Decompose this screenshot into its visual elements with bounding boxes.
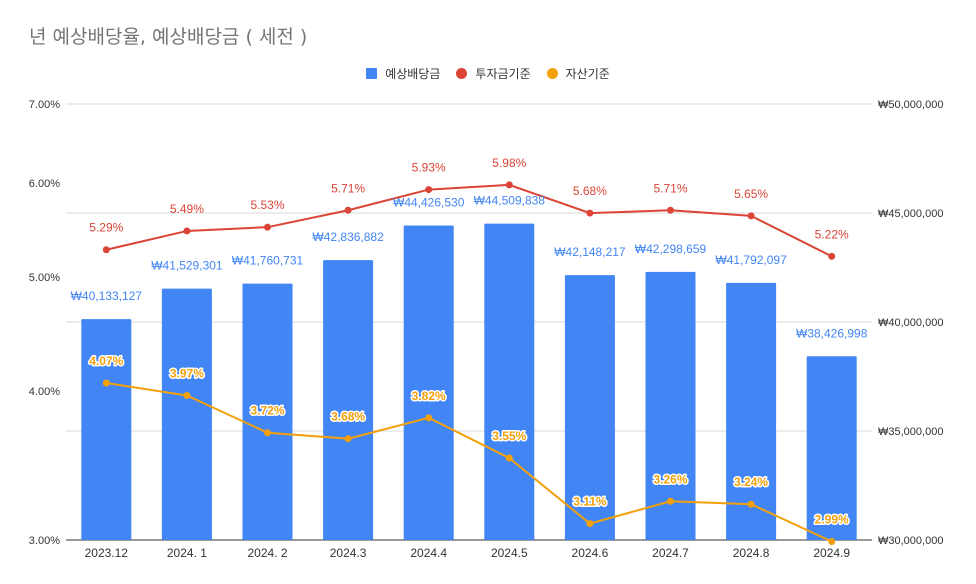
right-axis-tick-label: ₩50,000,000 — [878, 99, 943, 111]
investment-basis-point — [828, 252, 836, 260]
asset-basis-point — [183, 391, 191, 399]
legend-item-investment-basis[interactable]: 투자금기준 — [456, 65, 531, 82]
asset-basis-data-label: 3.97% — [170, 366, 204, 380]
investment-basis-data-label: 5.53% — [250, 198, 284, 212]
asset-basis-data-label: 4.07% — [89, 354, 123, 368]
x-axis-tick-label: 2024.5 — [491, 546, 528, 560]
asset-basis-data-label: 3.82% — [412, 389, 446, 403]
bar-dividend — [645, 271, 696, 540]
investment-basis-data-label: 5.22% — [815, 227, 849, 241]
right-axis-tick-label: ₩30,000,000 — [878, 535, 943, 547]
investment-basis-point — [505, 181, 513, 189]
bar-dividend — [81, 319, 132, 540]
right-axis-tick-label: ₩45,000,000 — [878, 208, 943, 220]
bar-dividend — [726, 282, 777, 540]
asset-basis-data-label: 3.68% — [331, 410, 365, 424]
investment-basis-data-label: 5.29% — [89, 221, 123, 235]
legend-label: 예상배당금 — [385, 66, 441, 81]
asset-basis-point — [747, 500, 755, 508]
bar-data-label: ₩42,148,217 — [554, 245, 626, 259]
bar-data-label: ₩38,426,998 — [796, 326, 868, 340]
investment-basis-data-label: 5.49% — [170, 202, 204, 216]
investment-basis-data-label: 5.68% — [573, 184, 607, 198]
asset-basis-point — [828, 538, 836, 545]
x-axis-tick-label: 2024.9 — [813, 546, 850, 560]
asset-basis-line — [106, 382, 833, 543]
x-axis-tick-label: 2024.8 — [733, 546, 770, 560]
bar-dividend — [484, 223, 535, 540]
left-axis-tick-label: 6.00% — [29, 178, 60, 190]
left-axis-tick-label: 4.00% — [29, 386, 60, 398]
left-axis-tick-label: 5.00% — [29, 272, 60, 284]
legend-label: 투자금기준 — [475, 66, 531, 81]
legend: 예상배당금 투자금기준 자산기준 — [0, 63, 976, 83]
investment-basis-point — [747, 212, 755, 220]
asset-basis-point — [264, 429, 271, 437]
asset-basis-point — [505, 454, 513, 462]
investment-basis-line — [106, 183, 833, 258]
asset-basis-point — [425, 414, 433, 422]
asset-basis-data-label: 3.26% — [653, 472, 687, 486]
asset-basis-data-label: 3.24% — [734, 475, 768, 489]
x-axis-tick-label: 2024.4 — [410, 546, 447, 560]
bar-data-label: ₩40,133,127 — [71, 289, 143, 303]
asset-basis-data-label: 3.55% — [492, 429, 526, 443]
asset-basis-point — [344, 435, 352, 443]
bar-data-label: ₩42,836,882 — [312, 230, 384, 244]
bar-data-label: ₩41,792,097 — [715, 253, 787, 267]
investment-basis-data-label: 5.65% — [734, 187, 768, 201]
legend-dot-icon — [456, 67, 468, 79]
legend-item-dividend[interactable]: 예상배당금 — [366, 65, 440, 82]
asset-basis-point — [586, 520, 594, 528]
bar-dividend — [242, 283, 293, 540]
asset-basis-data-label: 3.11% — [573, 495, 607, 509]
legend-label: 자산기준 — [565, 66, 610, 81]
x-axis-tick-label: 2024.3 — [330, 546, 367, 560]
right-axis-tick-label: ₩35,000,000 — [878, 426, 943, 438]
left-axis-tick-label: 7.00% — [29, 99, 60, 111]
x-axis-tick-label: 2024. 1 — [167, 546, 207, 560]
bar-data-label: ₩41,529,301 — [151, 259, 223, 273]
left-axis-tick-label: 3.00% — [29, 535, 60, 547]
asset-basis-data-label: 2.99% — [815, 513, 849, 527]
investment-basis-data-label: 5.98% — [492, 156, 526, 170]
x-axis-tick-label: 2024. 2 — [247, 546, 287, 560]
investment-basis-point — [264, 223, 271, 231]
right-axis-tick-label: ₩40,000,000 — [878, 317, 943, 329]
investment-basis-data-label: 5.93% — [412, 161, 446, 175]
investment-basis-point — [586, 209, 594, 217]
bar-data-label: ₩44,426,530 — [393, 196, 465, 210]
bar-dividend — [564, 275, 615, 540]
asset-basis-data-label: 3.72% — [250, 404, 284, 418]
asset-basis-point — [102, 379, 110, 387]
legend-item-asset-basis[interactable]: 자산기준 — [546, 65, 610, 82]
asset-basis-point — [667, 497, 674, 505]
investment-basis-point — [344, 206, 352, 214]
bar-dividend — [806, 356, 857, 540]
bar-data-label: ₩42,298,659 — [635, 242, 707, 256]
chart-title: 년 예상배당율, 예상배당금 ( 세전 ) — [29, 26, 308, 48]
bar-dividend — [323, 260, 374, 540]
investment-basis-point — [102, 246, 110, 254]
investment-basis-data-label: 5.71% — [331, 181, 365, 195]
legend-square-icon — [366, 67, 378, 79]
investment-basis-point — [667, 206, 674, 214]
legend-dot-icon — [546, 67, 558, 79]
investment-basis-point — [183, 227, 191, 235]
x-axis-tick-label: 2024.6 — [572, 546, 609, 560]
x-axis-tick-label: 2023.12 — [85, 546, 129, 560]
investment-basis-point — [425, 186, 433, 194]
bar-data-label: ₩44,509,838 — [474, 194, 546, 208]
investment-basis-data-label: 5.71% — [653, 181, 687, 195]
bar-dividend — [403, 225, 454, 540]
bar-data-label: ₩41,760,731 — [232, 254, 304, 268]
bar-dividend — [161, 288, 212, 540]
x-axis-tick-label: 2024.7 — [652, 546, 689, 560]
